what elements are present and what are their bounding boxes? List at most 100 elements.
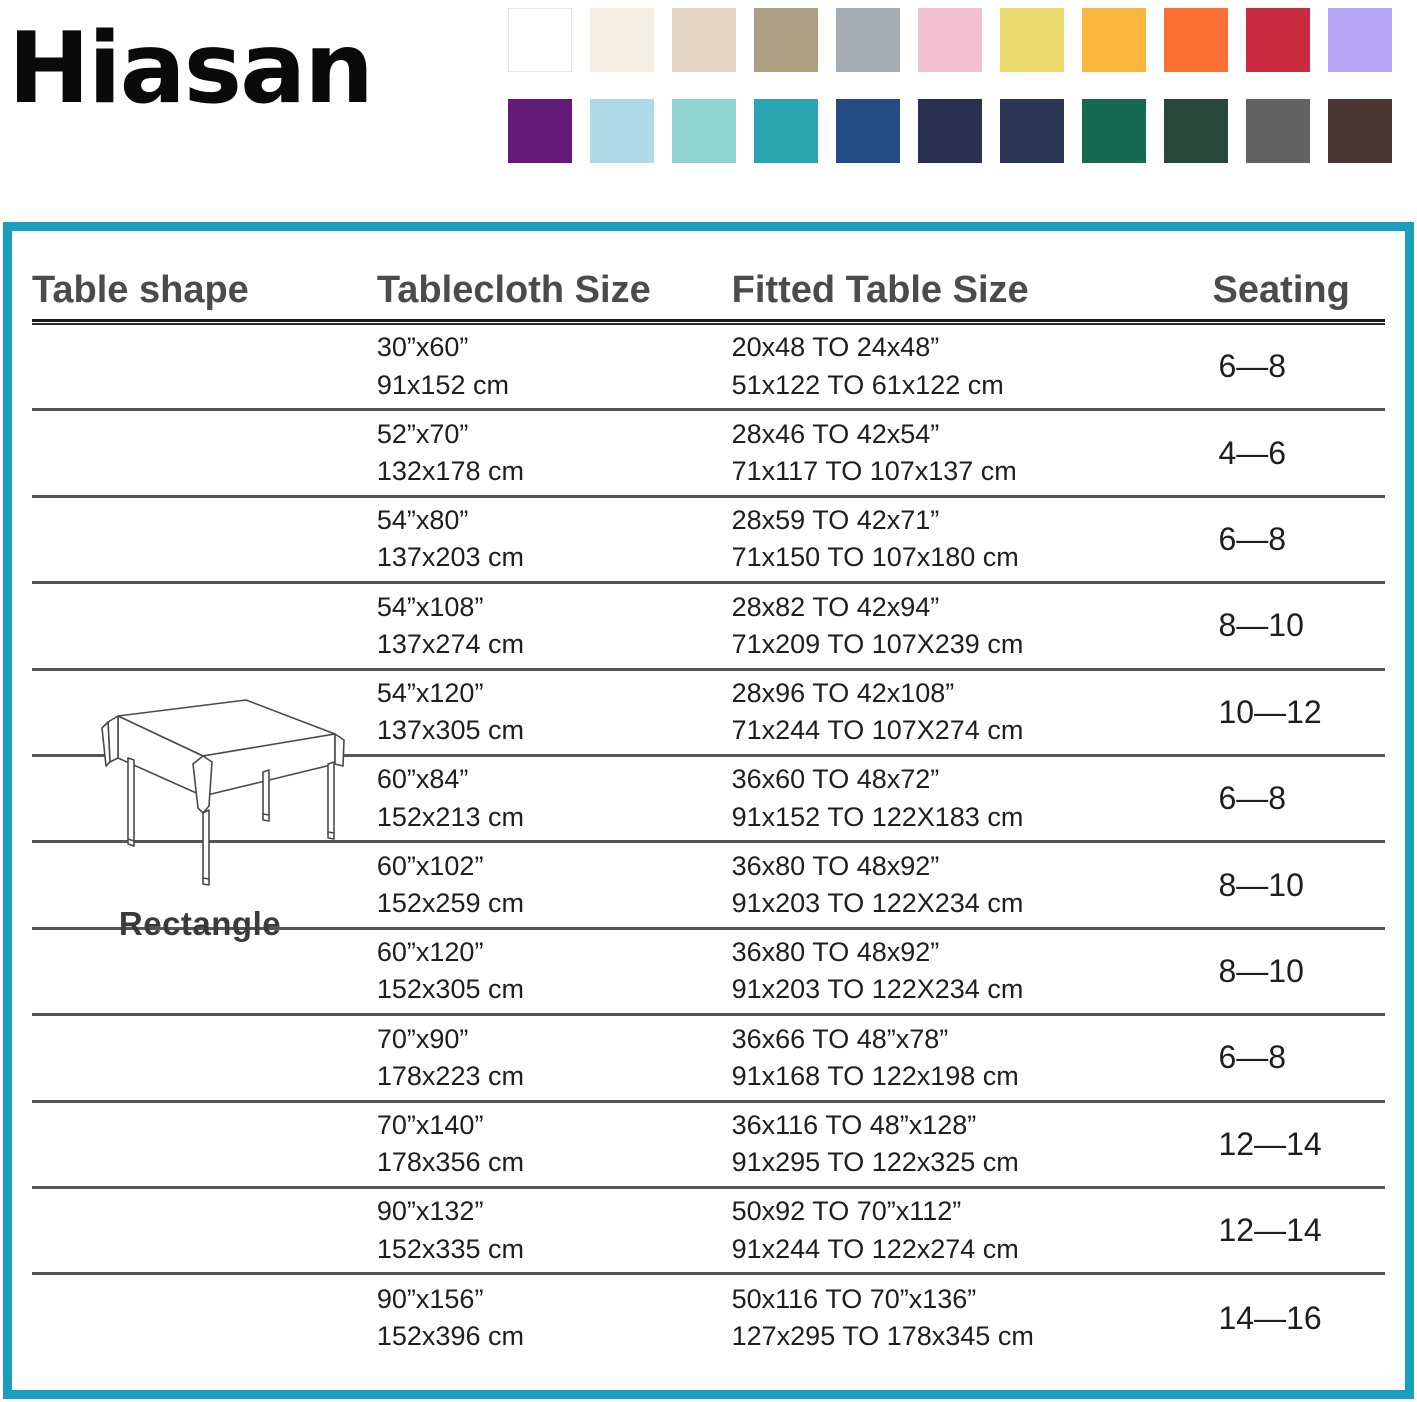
fitted-size-inches: 36x116 TO 48”x128” (731, 1109, 977, 1140)
table-row: 60”x120” 152x305 cm 36x80 TO 48x92” 91x203 … (32, 930, 1385, 1017)
color-swatch-navy[interactable] (1000, 99, 1064, 163)
cell-tablecloth-size: 90”x132” 152x335 cm (377, 1193, 732, 1268)
color-swatch-white[interactable] (508, 8, 572, 72)
fitted-size-cm: 91x244 TO 122x274 cm (731, 1233, 1019, 1264)
swatch-row-2 (508, 99, 1408, 163)
cell-fitted-table-size: 50x116 TO 70”x136” 127x295 TO 178x345 cm (732, 1281, 1213, 1356)
color-swatch-taupe[interactable] (754, 8, 818, 72)
brand-logo: Hiasan (8, 12, 374, 126)
cell-fitted-table-size: 36x80 TO 48x92” 91x203 TO 122X234 cm (732, 934, 1213, 1009)
color-swatch-cream[interactable] (590, 8, 654, 72)
cell-tablecloth-size: 60”x120” 152x305 cm (377, 934, 732, 1009)
color-swatch-emerald[interactable] (1082, 99, 1146, 163)
fitted-size-inches: 20x48 TO 24x48” (731, 332, 940, 363)
tablecloth-size-cm: 152x259 cm (376, 888, 524, 919)
color-swatch-red[interactable] (1246, 8, 1310, 72)
tablecloth-size-inches: 90”x156” (376, 1284, 484, 1315)
color-swatch-panel (508, 8, 1408, 190)
fitted-size-cm: 71x209 TO 107X239 cm (731, 628, 1024, 659)
color-swatch-purple[interactable] (508, 99, 572, 163)
cell-tablecloth-size: 70”x90” 178x223 cm (377, 1021, 732, 1096)
tablecloth-size-cm: 137x305 cm (376, 715, 524, 746)
fitted-size-inches: 36x66 TO 48”x78” (731, 1023, 949, 1054)
fitted-size-cm: 71x117 TO 107x137 cm (731, 456, 1017, 487)
tablecloth-size-inches: 54”x108” (376, 591, 484, 622)
cell-fitted-table-size: 50x92 TO 70”x112” 91x244 TO 122x274 cm (732, 1193, 1213, 1268)
fitted-size-cm: 51x122 TO 61x122 cm (731, 369, 1004, 400)
color-swatch-dark-green[interactable] (1164, 99, 1228, 163)
table-row: 54”x80” 137x203 cm 28x59 TO 42x71” 71x150 T… (32, 498, 1385, 585)
fitted-size-inches: 36x80 TO 48x92” (731, 850, 940, 881)
cell-seating: 8—10 (1218, 607, 1304, 644)
table-row: 70”x140” 178x356 cm 36x116 TO 48”x128” 91x2… (32, 1103, 1385, 1189)
color-swatch-charcoal-gray[interactable] (1246, 99, 1310, 163)
tablecloth-size-cm: 152x396 cm (376, 1321, 524, 1352)
size-chart-inner: Table shape Tablecloth Size Fitted Table… (12, 231, 1405, 1390)
color-swatch-gray[interactable] (836, 8, 900, 72)
swatch-row-1 (508, 8, 1408, 72)
fitted-size-inches: 28x59 TO 42x71” (731, 505, 940, 536)
fitted-size-cm: 91x168 TO 122x198 cm (731, 1060, 1019, 1091)
cell-fitted-table-size: 20x48 TO 24x48” 51x122 TO 61x122 cm (732, 329, 1213, 404)
color-swatch-aqua[interactable] (672, 99, 736, 163)
tablecloth-size-cm: 137x274 cm (376, 628, 524, 659)
color-swatch-beige[interactable] (672, 8, 736, 72)
cell-seating: 8—10 (1218, 952, 1304, 989)
tablecloth-size-inches: 52”x70” (376, 418, 469, 449)
tablecloth-size-cm: 137x203 cm (376, 542, 524, 573)
cell-seating: 12—14 (1218, 1125, 1322, 1162)
cell-tablecloth-size: 30”x60” 91x152 cm (377, 329, 732, 404)
size-table-body: 30”x60” 91x152 cm 20x48 TO 24x48” 51x122 TO… (32, 325, 1385, 1362)
color-swatch-teal[interactable] (754, 99, 818, 163)
color-swatch-gold[interactable] (1082, 8, 1146, 72)
color-swatch-light-blue[interactable] (590, 99, 654, 163)
tablecloth-size-inches: 70”x90” (376, 1023, 469, 1054)
fitted-size-cm: 71x150 TO 107x180 cm (731, 542, 1019, 573)
color-swatch-pink[interactable] (918, 8, 982, 72)
fitted-size-cm: 91x203 TO 122X234 cm (731, 888, 1024, 919)
tablecloth-size-cm: 152x213 cm (376, 801, 524, 832)
tablecloth-size-inches: 60”x120” (376, 937, 484, 968)
table-row: 54”x108” 137x274 cm 28x82 TO 42x94” 71x209 … (32, 584, 1385, 671)
cell-tablecloth-size: 54”x80” 137x203 cm (377, 502, 732, 577)
tablecloth-size-cm: 152x305 cm (376, 974, 524, 1005)
tablecloth-size-cm: 178x223 cm (376, 1060, 524, 1091)
cell-seating: 10—12 (1218, 693, 1322, 730)
tablecloth-size-inches: 54”x80” (376, 505, 469, 536)
cell-tablecloth-size: 54”x108” 137x274 cm (377, 589, 732, 664)
table-row: 52”x70” 132x178 cm 28x46 TO 42x54” 71x117 T… (32, 411, 1385, 498)
table-row: 60”x84” 152x213 cm 36x60 TO 48x72” 91x152 T… (32, 757, 1385, 844)
tablecloth-size-cm: 91x152 cm (376, 369, 509, 400)
cell-tablecloth-size: 52”x70” 132x178 cm (377, 416, 732, 491)
tablecloth-size-inches: 90”x132” (376, 1196, 484, 1227)
cell-fitted-table-size: 28x46 TO 42x54” 71x117 TO 107x137 cm (732, 416, 1213, 491)
fitted-size-inches: 36x80 TO 48x92” (731, 937, 940, 968)
cell-tablecloth-size: 60”x102” 152x259 cm (377, 848, 732, 923)
size-chart-card: Table shape Tablecloth Size Fitted Table… (3, 222, 1414, 1399)
cell-fitted-table-size: 28x59 TO 42x71” 71x150 TO 107x180 cm (732, 502, 1213, 577)
fitted-size-cm: 91x152 TO 122X183 cm (731, 801, 1024, 832)
color-swatch-blue[interactable] (836, 99, 900, 163)
color-swatch-dark-navy[interactable] (918, 99, 982, 163)
cell-fitted-table-size: 36x60 TO 48x72” 91x152 TO 122X183 cm (732, 761, 1213, 836)
cell-seating: 14—16 (1218, 1299, 1322, 1336)
color-swatch-lavender[interactable] (1328, 8, 1392, 72)
table-row: 54”x120” 137x305 cm 28x96 TO 42x108” 71x244… (32, 671, 1385, 757)
fitted-size-cm: 91x203 TO 122X234 cm (731, 974, 1024, 1005)
cell-seating: 6—8 (1218, 520, 1287, 557)
column-header-table-shape: Table shape (32, 269, 249, 311)
table-row: 70”x90” 178x223 cm 36x66 TO 48”x78” 91x168 … (32, 1016, 1385, 1103)
tablecloth-size-inches: 60”x102” (376, 850, 484, 881)
tablecloth-size-inches: 70”x140” (376, 1109, 484, 1140)
tablecloth-size-cm: 132x178 cm (376, 456, 524, 487)
color-swatch-orange[interactable] (1164, 8, 1228, 72)
fitted-size-cm: 91x295 TO 122x325 cm (731, 1147, 1019, 1178)
cell-seating: 8—10 (1218, 866, 1304, 903)
cell-tablecloth-size: 90”x156” 152x396 cm (377, 1281, 732, 1356)
fitted-size-cm: 71x244 TO 107X274 cm (731, 715, 1024, 746)
color-swatch-yellow[interactable] (1000, 8, 1064, 72)
color-swatch-dark-brown[interactable] (1328, 99, 1392, 163)
tablecloth-size-inches: 30”x60” (376, 332, 469, 363)
cell-tablecloth-size: 70”x140” 178x356 cm (377, 1107, 732, 1182)
